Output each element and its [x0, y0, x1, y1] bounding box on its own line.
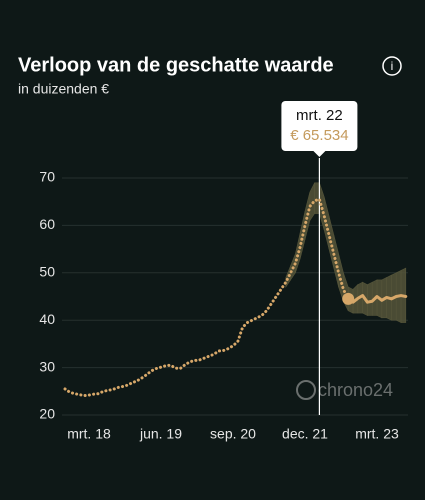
y-tick-label: 50	[39, 264, 55, 280]
tooltip-value: € 65.534	[290, 127, 348, 144]
watermark-icon	[296, 380, 316, 400]
y-tick-label: 40	[39, 311, 55, 327]
x-tick-label: dec. 21	[282, 426, 328, 442]
chart-subtitle: in duizenden €	[18, 81, 109, 97]
chart-title: Verloop van de geschatte waarde	[18, 54, 334, 76]
y-tick-label: 60	[39, 216, 55, 232]
confidence-band	[367, 281, 373, 316]
forecast-start	[342, 292, 355, 305]
confidence-band	[314, 182, 320, 214]
y-tick-label: 20	[39, 406, 55, 422]
x-tick-label: mrt. 23	[355, 426, 399, 442]
x-tick-label: sep. 20	[210, 426, 256, 442]
x-tick-label: jun. 19	[139, 426, 182, 442]
y-tick-label: 70	[39, 169, 55, 185]
tooltip-box	[281, 101, 358, 151]
info-icon-text: i	[391, 59, 394, 73]
tooltip-arrow	[313, 151, 326, 157]
watermark: chrono24	[318, 380, 393, 400]
x-tick-label: mrt. 18	[67, 426, 111, 442]
line-solid	[346, 294, 408, 304]
y-tick-label: 30	[39, 358, 55, 374]
tooltip-label: mrt. 22	[296, 107, 343, 124]
info-icon[interactable]	[382, 56, 402, 76]
line-dotted	[63, 197, 350, 398]
plot: 20 30 40 50 60 70 mrt. 18 jun. 19 sep. 20 dec. 21…	[39, 101, 408, 442]
